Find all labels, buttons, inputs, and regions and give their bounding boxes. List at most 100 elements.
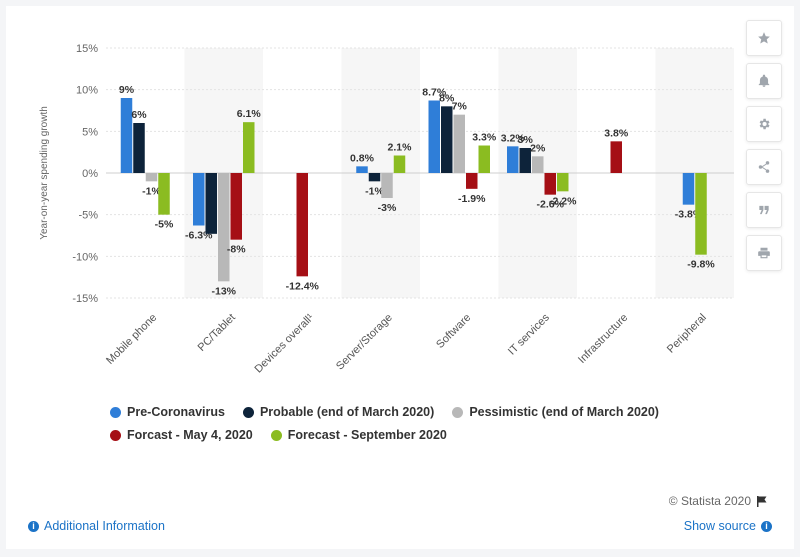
x-tick-label: IT services [506,311,552,357]
legend-label: Probable (end of March 2020) [259,405,435,419]
x-tick-label: Peripheral [665,312,709,356]
data-label: 0.8% [350,152,375,164]
chart-card: 15% 10% 5% 0% -5% -10% -15% Year-on-year spendi… [6,6,794,549]
bar-3 [610,141,622,173]
data-label: 3.8% [604,127,629,139]
y-tick-label: -15% [72,293,98,305]
data-label: 8% [439,92,455,104]
bar-2 [218,173,230,282]
bar-0 [193,173,205,226]
bar-1 [205,173,217,234]
y-tick-label: -5% [78,210,98,222]
y-axis-label: Year-on-year spending growth [39,106,50,240]
data-label: 3.2% [501,132,526,144]
y-tick-label: 0% [82,168,98,180]
legend-swatch [452,406,464,418]
legend: Pre-Coronavirus Probable (end of March 20… [110,405,710,451]
data-label: 7% [452,101,468,113]
bar-3 [466,173,478,189]
bar-1 [519,148,531,173]
y-tick-label: 10% [76,85,98,97]
data-label: 6% [131,109,147,121]
legend-swatch [110,429,121,441]
data-label: -2.6% [537,199,565,211]
additional-information-label: Additional Information [44,519,165,533]
bar-0 [507,146,519,173]
cite-button[interactable] [746,192,782,228]
data-label: 9% [119,84,135,96]
x-tick-label: Devices overall¹ [253,311,317,375]
bar-4 [243,122,255,173]
data-label: 3.3% [472,132,497,144]
data-label: 2.1% [388,142,413,154]
quote-icon [759,205,769,215]
bar-3 [230,173,242,240]
data-label: -8% [227,244,246,256]
x-tick-label: PC/Tablet [196,312,238,354]
data-label: 3% [518,134,534,146]
x-tick-label: Infrastructure [576,312,630,366]
additional-information-link[interactable]: i Additional Information [28,519,165,533]
settings-button[interactable] [746,106,782,142]
gear-icon [759,118,770,130]
legend-row: Pre-Coronavirus Probable (end of March 20… [110,405,710,419]
credit-text: © Statista 2020 [668,494,751,508]
data-label: -12.4% [286,280,320,292]
legend-item[interactable]: Probable (end of March 2020) [242,405,435,419]
share-icon [758,161,770,173]
x-tick-label: Mobile phone [104,312,159,367]
bar-0 [120,98,133,173]
y-tick-label: 15% [76,43,98,55]
bar-3 [296,173,308,277]
data-label: -1% [142,185,161,197]
bar-1 [133,123,145,173]
share-button[interactable] [746,149,782,185]
legend-item[interactable]: Forecast - September 2020 [270,428,447,442]
legend-label: Pessimistic (end of March 2020) [469,405,659,419]
legend-swatch [242,406,254,418]
bar-4 [557,173,569,192]
chart: 15% 10% 5% 0% -5% -10% -15% Year-on-year spendi… [39,43,734,375]
data-label: -3% [378,202,397,214]
favorite-button[interactable] [746,20,782,56]
bell-icon [758,74,770,87]
data-label: -2.2% [549,195,577,207]
data-label: 2% [530,142,546,154]
data-label: -1.9% [458,193,486,205]
bar-2 [145,173,158,182]
bar-0 [682,173,695,205]
info-icon: i [761,520,772,532]
bar-0 [356,166,368,173]
show-source-link[interactable]: Show source i [684,519,772,533]
data-label: 6.1% [237,108,262,120]
y-tick-label: -10% [72,251,98,263]
legend-item[interactable]: Pre-Coronavirus [110,405,225,419]
legend-label: Forecast - September 2020 [287,428,447,442]
statista-credit[interactable]: © Statista 2020 [669,494,768,508]
bar-3 [544,173,556,195]
legend-swatch [270,429,282,441]
print-button[interactable] [746,235,782,271]
notification-button[interactable] [746,63,782,99]
print-icon [758,247,770,259]
legend-row: Forcast - May 4, 2020 Forecast - Septembe… [110,428,710,442]
bar-2 [532,156,544,173]
legend-item[interactable]: Forcast - May 4, 2020 [110,428,253,442]
bar-4 [393,155,406,173]
show-source-label: Show source [683,519,756,533]
legend-label: Forcast - May 4, 2020 [127,428,253,442]
bar-2 [381,173,393,198]
legend-item[interactable]: Pessimistic (end of March 2020) [452,405,659,419]
info-icon: i [28,520,39,532]
side-toolbar [746,20,782,278]
data-label: -13% [211,285,236,297]
bar-2 [453,114,465,173]
bar-1 [441,106,453,173]
x-tick-label: Server/Storage [334,312,395,373]
data-label: -5% [155,219,174,231]
flag-icon [757,495,767,507]
bar-1 [368,173,381,182]
legend-label: Pre-Coronavirus [127,405,225,419]
bar-4 [478,145,490,173]
data-label: -9.8% [687,259,715,271]
